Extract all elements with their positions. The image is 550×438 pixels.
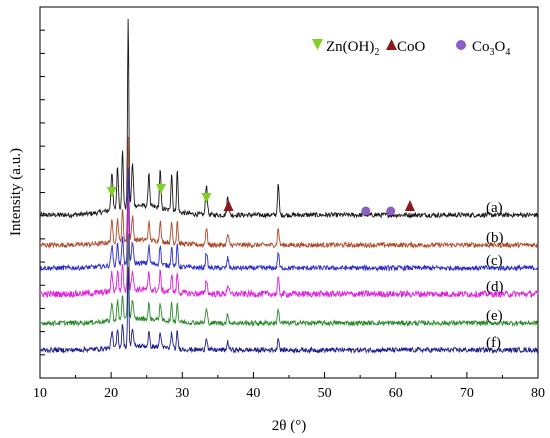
legend-coo-icon bbox=[386, 39, 397, 50]
series-line-2 bbox=[39, 167, 539, 273]
marker-co3o4-5 bbox=[386, 206, 396, 216]
marker-znoh2-1 bbox=[155, 184, 166, 194]
x-tick-label-10: 10 bbox=[33, 386, 47, 401]
legend: Zn(OH)2 CoO Co3O4 bbox=[312, 39, 510, 58]
marker-znoh2-0 bbox=[106, 187, 117, 197]
x-axis-title: 2θ (°) bbox=[272, 418, 306, 434]
legend-coo-label: CoO bbox=[397, 39, 426, 55]
series-label-2: (c) bbox=[486, 253, 503, 269]
series-group bbox=[39, 18, 539, 355]
x-tick-label-50: 50 bbox=[318, 386, 332, 401]
marker-znoh2-2 bbox=[201, 193, 212, 203]
y-axis-title: Intensity (a.u.) bbox=[8, 148, 24, 236]
phase-markers bbox=[106, 184, 415, 216]
marker-coo-3 bbox=[223, 200, 234, 211]
legend-znoh2-label: Zn(OH)2 bbox=[326, 39, 379, 58]
marker-co3o4-4 bbox=[361, 206, 371, 216]
series-line-4 bbox=[39, 233, 539, 328]
x-tick-label-80: 80 bbox=[531, 386, 545, 401]
legend-co3o4-label: Co3O4 bbox=[472, 39, 510, 58]
series-line-0 bbox=[39, 18, 539, 219]
series-label-3: (d) bbox=[486, 279, 504, 295]
x-tick-label-30: 30 bbox=[175, 386, 189, 401]
x-tick-label-60: 60 bbox=[389, 386, 403, 401]
series-line-3 bbox=[39, 200, 539, 299]
legend-znoh2-icon bbox=[312, 39, 323, 50]
legend-co3o4-icon bbox=[456, 40, 466, 50]
series-label-1: (b) bbox=[486, 230, 504, 246]
x-tick-label-70: 70 bbox=[460, 386, 474, 401]
series-labels: (a) (b) (c) (d) (e) (f) bbox=[486, 200, 504, 351]
x-axis-ticks: 10 20 30 40 50 60 70 80 bbox=[33, 372, 545, 401]
y-axis-ticks bbox=[40, 29, 45, 356]
series-line-1 bbox=[39, 136, 539, 250]
series-line-5 bbox=[39, 266, 539, 355]
series-label-0: (a) bbox=[486, 200, 503, 216]
x-tick-label-40: 40 bbox=[246, 386, 260, 401]
x-tick-label-20: 20 bbox=[104, 386, 118, 401]
series-label-5: (f) bbox=[486, 335, 501, 351]
series-label-4: (e) bbox=[486, 308, 503, 324]
marker-coo-6 bbox=[404, 200, 415, 211]
